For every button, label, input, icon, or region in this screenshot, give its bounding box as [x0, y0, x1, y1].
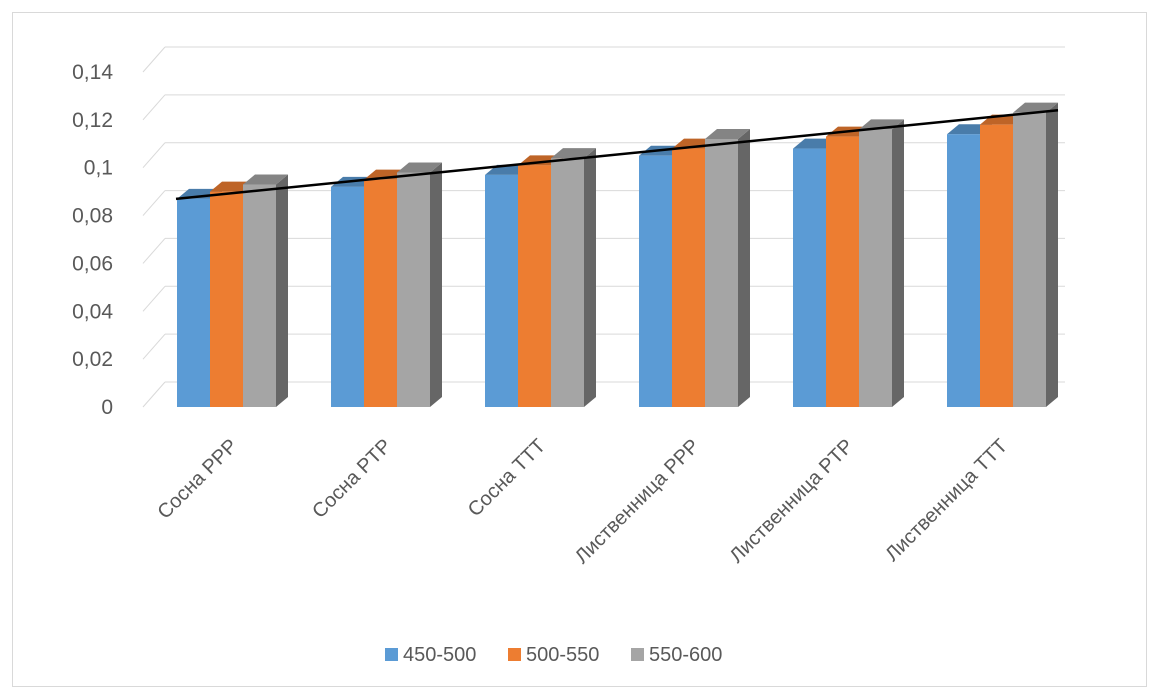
bar-top — [551, 148, 596, 159]
bar — [705, 139, 738, 407]
y-tick-label: 0,08 — [72, 205, 113, 228]
y-tick-label: 0,04 — [72, 300, 113, 323]
bar-side — [276, 174, 288, 407]
gridline-depth — [142, 381, 166, 408]
bar-side — [892, 119, 904, 407]
bar-side — [430, 162, 442, 407]
x-category-label: Сосна PPP — [153, 435, 242, 524]
bar — [551, 158, 584, 407]
gridline-depth — [142, 238, 166, 264]
gridline-depth — [142, 285, 166, 312]
x-category-label: Лиственница PTP — [726, 435, 858, 567]
gridline-depth — [142, 190, 166, 216]
legend-swatch — [631, 648, 644, 661]
x-category-label: Лиственница PPP — [571, 435, 704, 568]
bar — [210, 191, 243, 407]
bar-side — [584, 148, 596, 407]
bar — [518, 165, 551, 407]
gridline-depth — [142, 46, 166, 73]
legend-label: 500-550 — [526, 644, 599, 666]
y-tick-label: 0,12 — [72, 109, 113, 132]
gridline-depth — [142, 333, 166, 360]
bar-top — [397, 162, 442, 173]
legend-swatch — [508, 648, 521, 661]
bar — [639, 155, 672, 407]
bar — [397, 172, 430, 407]
bar — [331, 186, 364, 407]
bar — [243, 184, 276, 407]
x-category-label: Сосна TTT — [464, 435, 550, 521]
bar-side — [738, 129, 750, 407]
bar — [485, 174, 518, 407]
y-tick-label: 0,1 — [84, 157, 113, 180]
y-tick-label: 0,06 — [72, 252, 113, 275]
bar — [947, 134, 980, 407]
legend-swatch — [385, 648, 398, 661]
legend-label: 450-500 — [403, 644, 476, 666]
bar — [859, 129, 892, 407]
trendline — [175, 109, 1059, 201]
legend-label: 550-600 — [649, 644, 722, 666]
bar-side — [1046, 102, 1058, 407]
bar-top — [705, 129, 750, 139]
bar — [793, 148, 826, 408]
bar — [980, 124, 1013, 408]
y-tick-label: 0,14 — [72, 61, 113, 84]
x-category-label: Лиственница TTT — [881, 435, 1012, 566]
gridline-depth — [142, 142, 166, 169]
bar-top — [243, 174, 288, 185]
bar — [1013, 112, 1046, 407]
x-category-label: Сосна PTP — [308, 435, 396, 523]
bar — [826, 136, 859, 407]
y-tick-label: 0 — [101, 396, 113, 419]
y-tick-label: 0,02 — [72, 348, 113, 371]
gridline-depth — [142, 94, 166, 121]
bar — [364, 179, 397, 407]
bar — [672, 148, 705, 408]
bar — [177, 198, 210, 407]
